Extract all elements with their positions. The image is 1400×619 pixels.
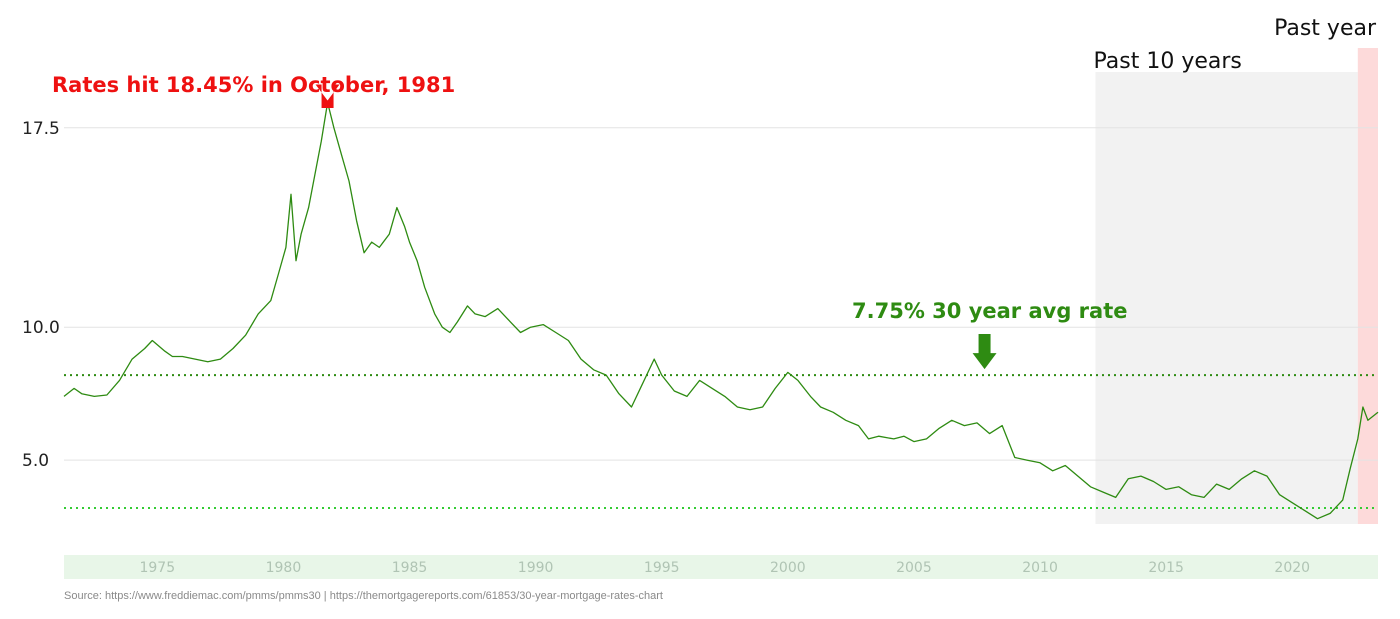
x-tick-label: 2005 [896,560,932,576]
x-tick-label: 1980 [266,560,302,576]
y-axis: 5.0 10.0 17.5 [22,119,60,471]
shaded-region [1357,48,1378,524]
series-lines [63,101,1379,520]
annotation-arrow [972,334,997,370]
x-axis: 1975 1980 1985 1990 1995 2000 2005 2010 2015 2020 [139,560,1310,576]
x-tick-label: 2000 [770,560,806,576]
x-tick-label: 1990 [518,560,554,576]
annotation-arrow [315,84,340,108]
annotation-text: Rates hit 18.45% in October, 1981 [52,73,455,97]
x-tick-label: 2015 [1148,560,1184,576]
gridlines [64,127,1378,461]
shaded-regions: Past 10 years Past year [1094,16,1378,524]
x-tick-label: 1975 [139,560,175,576]
y-tick-label: 17.5 [22,119,60,139]
source-note: Source: https://www.freddiemac.com/pmms/… [64,590,663,602]
y-tick-label: 10.0 [22,318,60,338]
y-tick-label: 5.0 [22,451,49,471]
region-label: Past 10 years [1094,49,1242,74]
x-tick-label: 1995 [644,560,680,576]
annotation-text: 7.75% 30 year avg rate [852,299,1127,323]
x-axis-band [64,555,1378,579]
shaded-region [1095,72,1358,524]
series-line [63,101,1379,520]
annotations: Rates hit 18.45% in October, 1981 7.75% 3… [52,73,1127,370]
x-tick-label: 2020 [1274,560,1310,576]
region-label: Past year [1274,16,1377,41]
x-tick-label: 1985 [392,560,428,576]
x-tick-label: 2010 [1022,560,1058,576]
